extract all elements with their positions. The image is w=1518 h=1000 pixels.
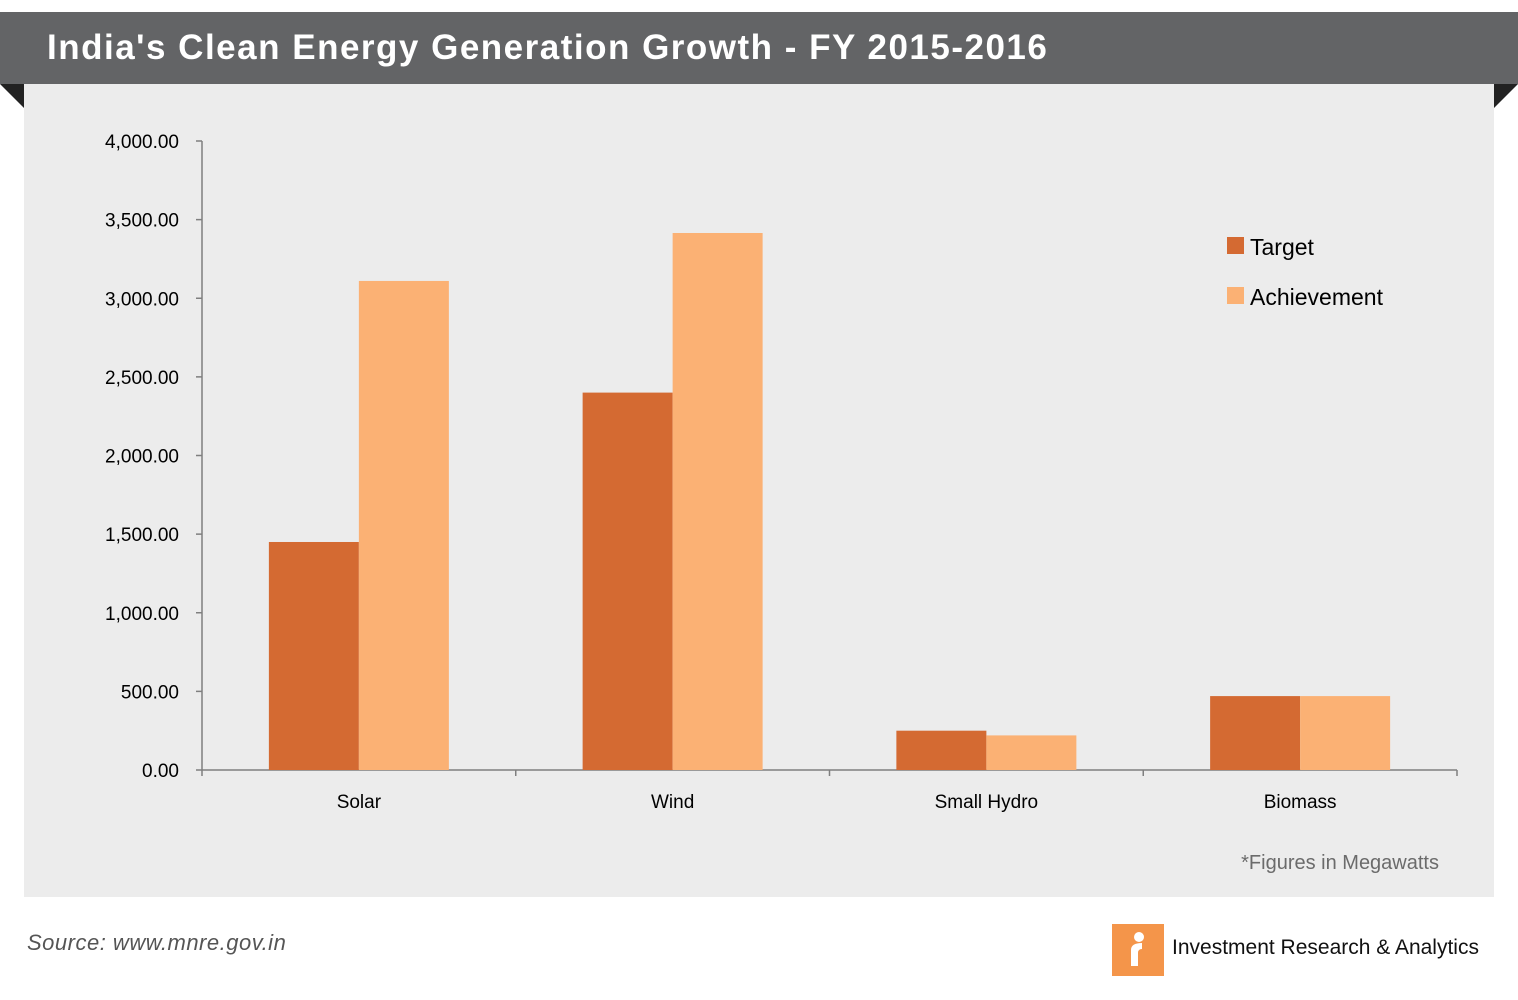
y-tick-label: 0.00 [142,761,179,782]
y-tick-label: 3,500.00 [105,211,179,232]
source-note: Source: www.mnre.gov.in [27,930,287,955]
y-tick-label: 500.00 [121,682,179,703]
y-tick-label: 1,000.00 [105,604,179,625]
ribbon-fold-right [1494,84,1518,108]
bar-target [582,392,673,770]
bar-target [1210,696,1301,770]
legend-label: Achievement [1250,284,1384,310]
bar-achievement [1300,696,1391,770]
units-note: *Figures in Megawatts [1241,852,1439,874]
legend-label: Target [1250,234,1315,260]
bar-achievement [672,232,763,770]
x-tick-label: Small Hydro [935,792,1038,813]
page-title: India's Clean Energy Generation Growth -… [47,28,1049,67]
x-tick-label: Biomass [1264,792,1337,813]
y-tick-label: 2,500.00 [105,368,179,389]
y-tick-label: 2,000.00 [105,447,179,468]
bar-target [896,730,987,770]
bar-achievement [986,735,1077,770]
y-tick-label: 1,500.00 [105,525,179,546]
ribbon-fold-left [0,84,24,108]
x-tick-label: Wind [651,792,694,813]
x-tick-label: Solar [337,792,382,813]
ira-logo-icon [1112,924,1164,976]
y-tick-label: 4,000.00 [105,132,179,153]
bar-target [268,541,359,770]
bar-achievement [358,280,449,770]
brand-name: Investment Research & Analytics [1172,936,1479,959]
legend-swatch [1227,287,1244,304]
title-bar: India's Clean Energy Generation Growth -… [0,12,1518,84]
y-tick-label: 3,000.00 [105,289,179,310]
legend-swatch [1227,237,1244,254]
